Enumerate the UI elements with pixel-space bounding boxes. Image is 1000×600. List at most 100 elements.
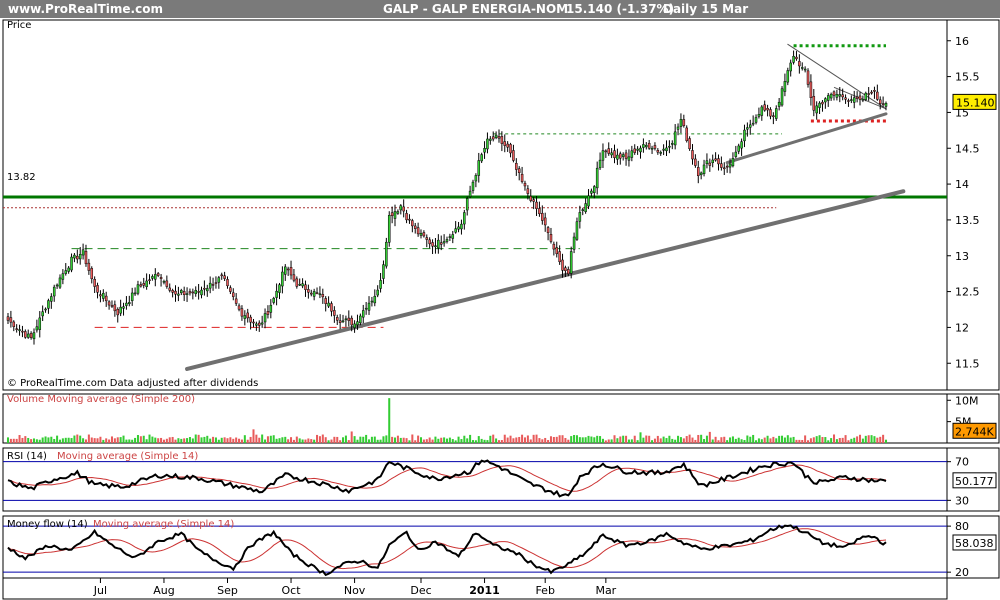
volume-bar — [581, 437, 584, 443]
volume-bar — [223, 437, 226, 443]
volume-bar — [30, 439, 33, 443]
candle-body — [122, 306, 125, 309]
volume-bar — [298, 438, 301, 443]
candle-body — [659, 152, 662, 154]
candle-body — [382, 264, 385, 279]
volume-bar — [809, 438, 812, 443]
volume-bar — [486, 440, 489, 443]
oscillator-y-tick-label: 20 — [955, 566, 969, 579]
volume-bar — [575, 435, 578, 443]
volume-bar — [174, 439, 177, 443]
candle-body — [15, 328, 18, 330]
time-tick-label: Dec — [410, 584, 431, 597]
candle-body — [90, 268, 94, 280]
candle-body — [757, 114, 761, 117]
candle-body — [491, 136, 495, 140]
candle-body — [234, 298, 238, 304]
candle-body — [185, 293, 189, 295]
time-tick-label: Jul — [93, 584, 107, 597]
volume-bar — [313, 439, 316, 443]
volume-bar — [428, 437, 431, 443]
candle-body — [281, 271, 284, 287]
volume-bar — [255, 434, 258, 443]
candle-body — [694, 158, 697, 166]
candle-body — [876, 91, 879, 100]
candle-body — [708, 162, 712, 166]
volume-bar — [769, 438, 772, 443]
candle-body — [471, 181, 475, 191]
volume-bar — [743, 439, 746, 443]
volume-bar — [145, 439, 148, 443]
candle-body — [642, 144, 645, 148]
candle-body — [102, 292, 105, 299]
candle-body — [786, 70, 790, 83]
volume-bar — [622, 435, 625, 443]
volume-bar — [645, 435, 648, 443]
candle-body — [737, 145, 740, 152]
volume-bar — [824, 437, 827, 443]
volume-bar — [382, 436, 385, 443]
volume-bar — [708, 431, 711, 443]
candle-body — [526, 188, 530, 194]
candle-body — [665, 147, 668, 152]
volume-bar — [731, 436, 734, 443]
volume-bar — [388, 398, 391, 443]
volume-bar — [535, 434, 538, 443]
volume-bar — [471, 440, 475, 443]
volume-bar — [434, 436, 437, 443]
site-url[interactable]: www.ProRealTime.com — [8, 2, 163, 16]
volume-bar — [460, 439, 463, 443]
candle-body — [38, 317, 42, 330]
candle-body — [861, 98, 865, 101]
candle-body — [751, 122, 755, 125]
candle-body — [44, 308, 47, 311]
candle-body — [364, 307, 368, 310]
volume-bar — [858, 434, 862, 443]
candle-body — [177, 293, 180, 296]
volume-bar — [284, 436, 287, 443]
candle-body — [445, 239, 449, 242]
candle-body — [359, 315, 362, 324]
volume-bar — [203, 436, 206, 443]
last-price-change: 15.140 (-1.37%) — [566, 2, 674, 16]
candles — [6, 50, 888, 345]
header-shade — [0, 0, 1000, 18]
volume-bar — [705, 435, 708, 443]
time-tick-label: Aug — [153, 584, 174, 597]
candle-body — [335, 317, 339, 321]
volume-bar — [90, 437, 93, 443]
volume-bar — [749, 436, 752, 443]
volume-bar — [833, 434, 836, 443]
volume-bar — [515, 437, 518, 443]
volume-bar — [760, 439, 763, 443]
volume-bar — [668, 435, 671, 443]
candle-body — [731, 158, 735, 167]
volume-bar — [330, 439, 333, 443]
volume-bar — [642, 437, 645, 443]
volume-bar — [408, 440, 411, 443]
price-y-tick-label: 11.5 — [955, 357, 980, 370]
volume-bar — [131, 439, 134, 443]
volume-bar — [466, 438, 469, 443]
volume-bar — [483, 439, 486, 443]
candle-body — [852, 97, 856, 103]
volume-bar — [884, 439, 888, 443]
candle-body — [746, 127, 749, 130]
candle-body — [249, 316, 252, 323]
candle-body — [662, 148, 665, 151]
volume-bar — [558, 435, 561, 443]
volume-bar — [359, 436, 362, 443]
volume-bar — [746, 435, 749, 443]
volume-bar — [714, 436, 717, 443]
candle-body — [211, 284, 215, 286]
candle-body — [734, 151, 738, 157]
price-y-tick-label: 13.5 — [955, 214, 980, 227]
candle-body — [598, 159, 602, 169]
candle-body — [246, 312, 249, 319]
volume-bar — [56, 435, 59, 443]
volume-bar — [73, 435, 76, 443]
volume-bar — [503, 434, 506, 443]
candle-body — [145, 280, 148, 288]
volume-bar — [102, 439, 105, 443]
